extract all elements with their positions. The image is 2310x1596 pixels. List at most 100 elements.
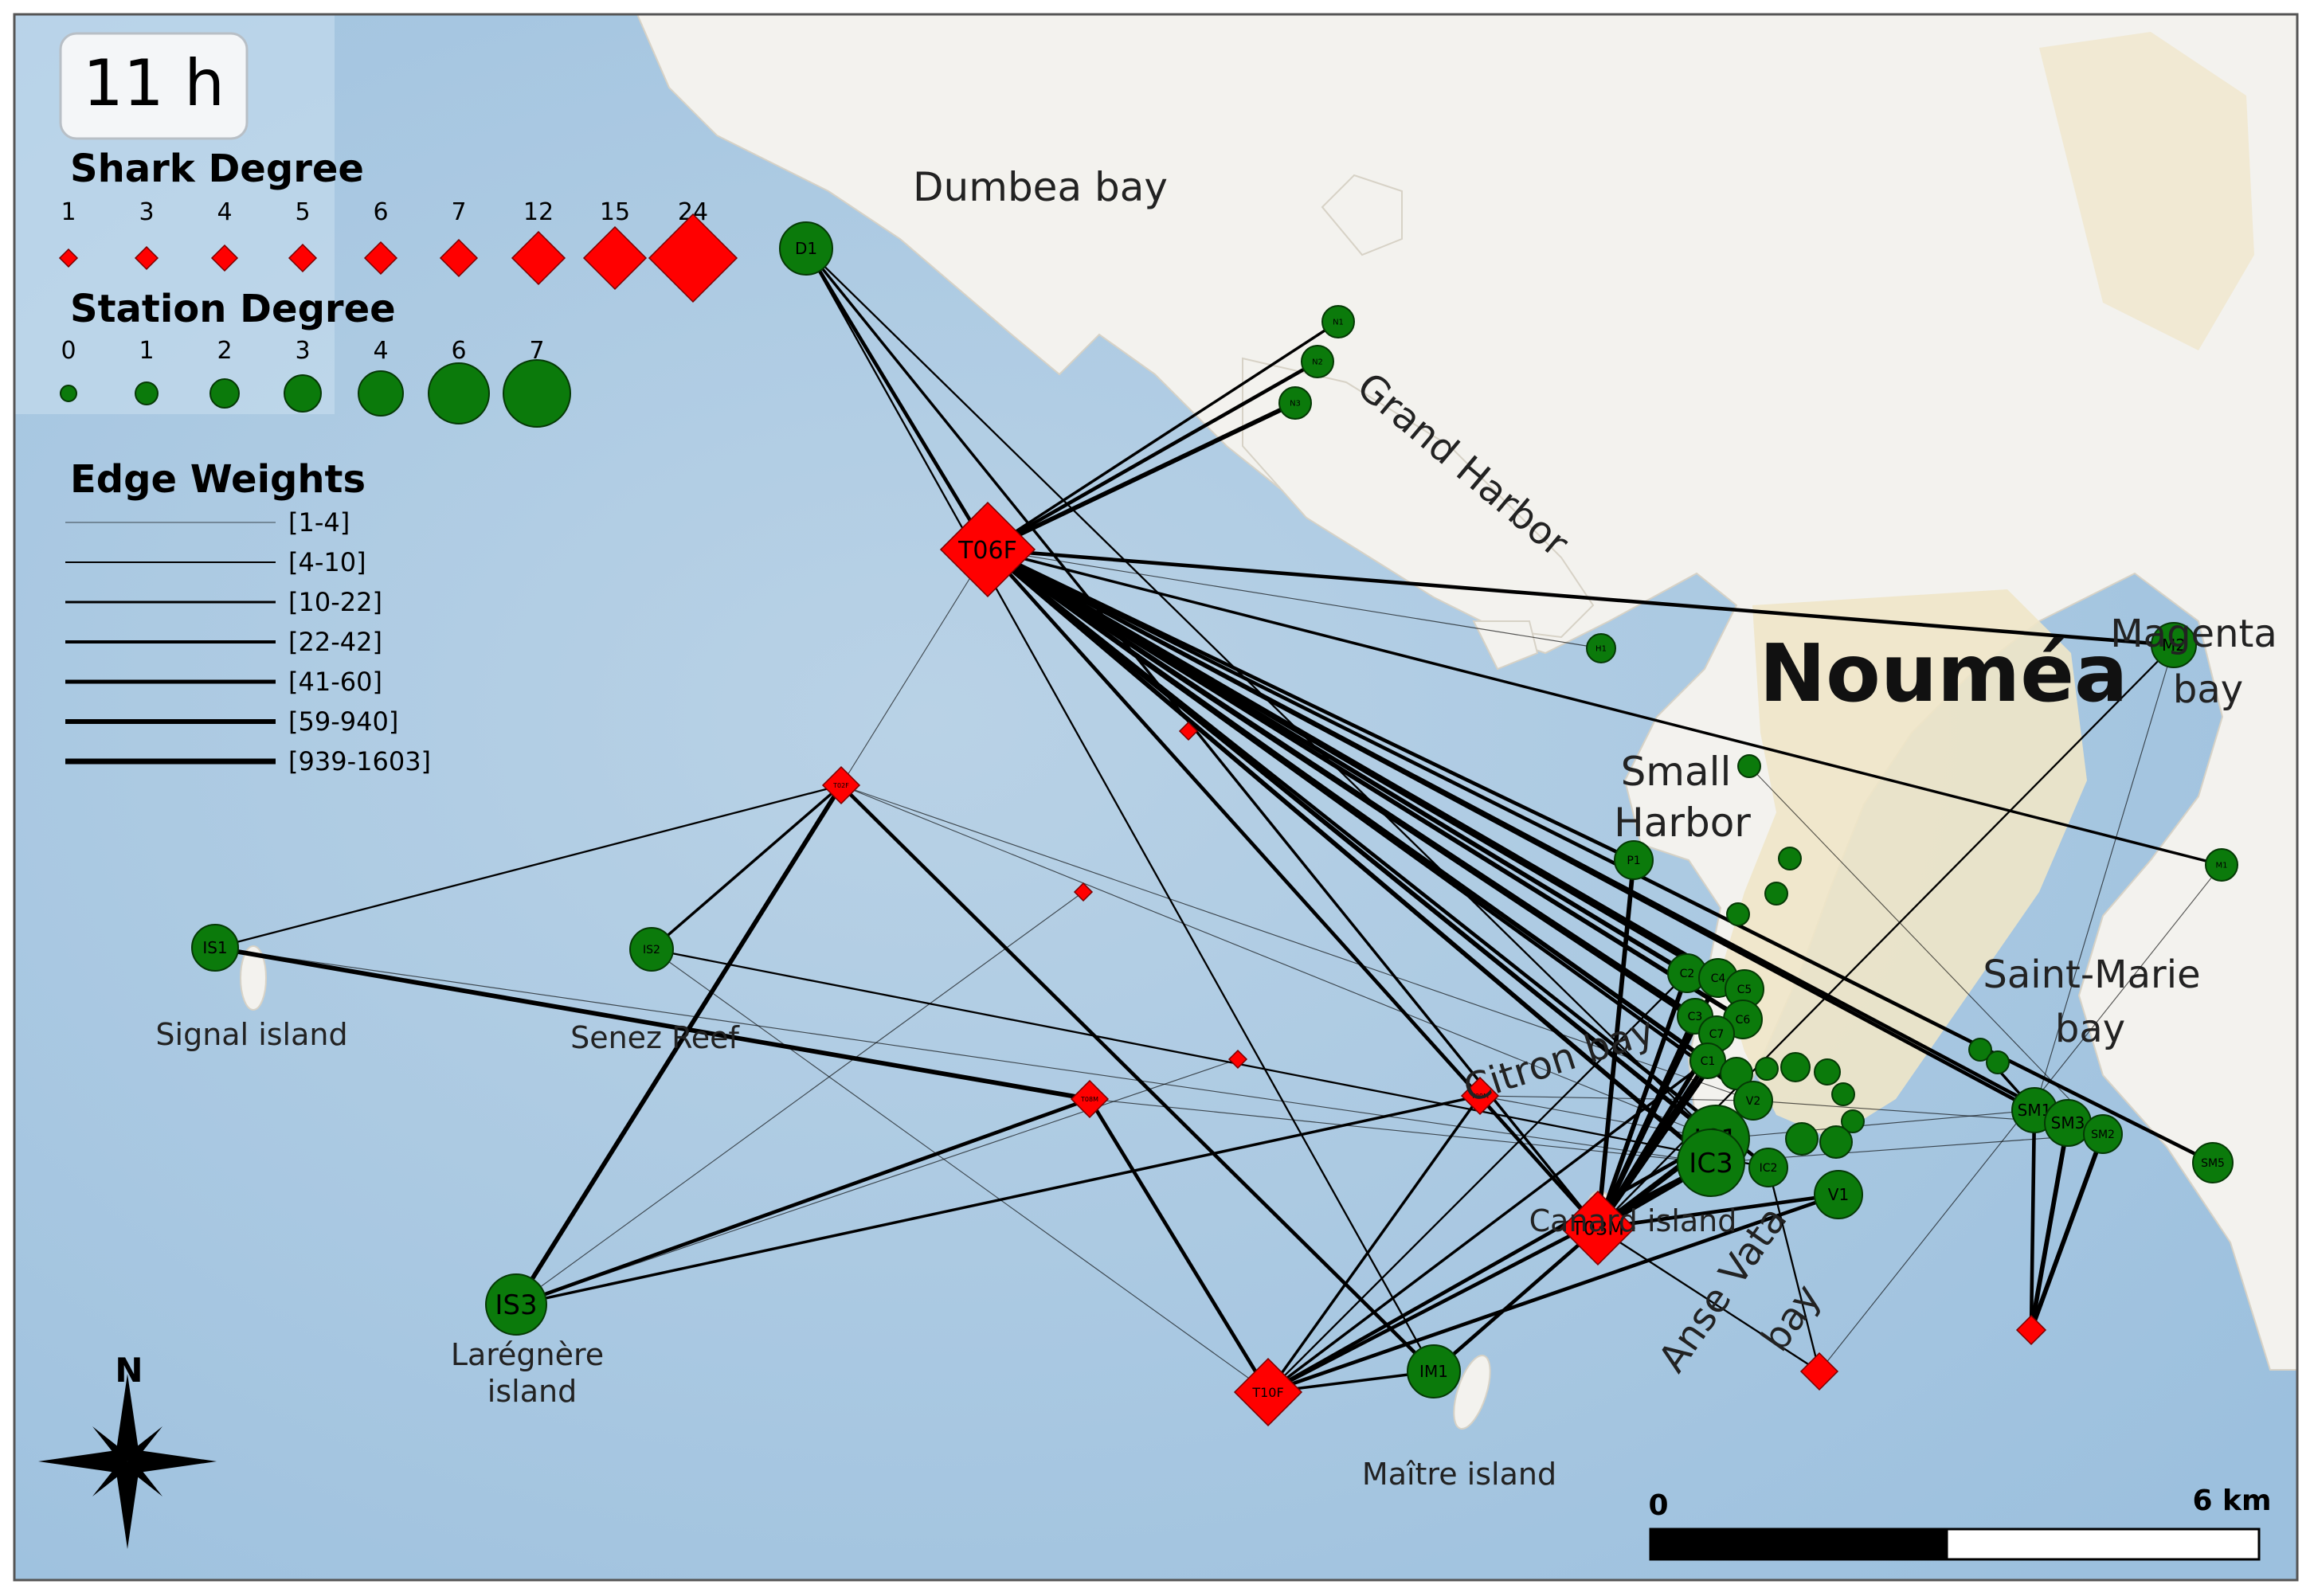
shark-node[interactable] (2015, 1314, 2047, 1346)
legend-shark-item: 6 (363, 198, 398, 276)
edge (1479, 1095, 1754, 1101)
shark-node[interactable]: T06F (939, 501, 1036, 598)
station-node[interactable] (1778, 847, 1802, 870)
legend-shark-item: 4 (210, 198, 239, 272)
station-label: IS1 (202, 938, 227, 957)
svg-text:6: 6 (373, 198, 388, 226)
station-node[interactable]: IS3 (485, 1273, 547, 1336)
station-node[interactable] (1814, 1058, 1841, 1086)
place-label: Small (1621, 749, 1732, 795)
shark-node[interactable]: T08M (1070, 1079, 1110, 1119)
station-node[interactable]: SM5 (2192, 1142, 2234, 1183)
edge (515, 1094, 1481, 1306)
place-label: Magenta (2110, 612, 2277, 656)
station-node[interactable]: M1 (2205, 848, 2238, 882)
station-label: IC2 (1760, 1162, 1778, 1175)
station-node[interactable]: IC2 (1748, 1148, 1788, 1187)
station-node[interactable]: H1 (1586, 633, 1616, 663)
station-label: N1 (1333, 319, 1344, 327)
station-node[interactable]: C2 (1667, 953, 1707, 993)
station-node[interactable]: IC3 (1677, 1129, 1745, 1197)
place-label: Maître island (1362, 1457, 1556, 1492)
edge (1748, 765, 2104, 1135)
station-node[interactable]: N3 (1278, 386, 1312, 420)
station-label: C1 (1701, 1055, 1716, 1068)
station-node[interactable] (1726, 902, 1750, 926)
edge (987, 547, 2175, 647)
station-node[interactable]: D1 (779, 221, 833, 276)
station-node[interactable]: P1 (1614, 840, 1654, 880)
edge (214, 945, 1090, 1101)
station-label: C5 (1737, 984, 1752, 996)
svg-text:4: 4 (373, 337, 388, 365)
shark-label: T02F (832, 782, 849, 789)
legend-edge-item: [59-940] (65, 706, 398, 737)
legend-station-item: 0 (60, 337, 77, 402)
shark-node[interactable] (1073, 882, 1094, 902)
svg-text:[4-10]: [4-10] (288, 547, 366, 577)
station-node[interactable] (1831, 1082, 1855, 1106)
station-node[interactable]: IS2 (629, 927, 674, 972)
station-label: IC3 (1689, 1148, 1732, 1179)
shark-node[interactable] (1178, 721, 1199, 741)
station-node[interactable] (1819, 1125, 1853, 1159)
station-node[interactable]: SM2 (2083, 1114, 2123, 1154)
shark-node[interactable]: T09M (1460, 1076, 1500, 1116)
signal-island (240, 945, 267, 1011)
legend-edge-item: [4-10] (65, 547, 366, 577)
edge (650, 784, 843, 951)
place-label: Senez Reef (570, 1020, 740, 1055)
station-node[interactable]: IS1 (191, 924, 239, 972)
shark-node[interactable]: T10F (1233, 1357, 1303, 1427)
edge (214, 784, 842, 949)
station-node[interactable] (1841, 1109, 1865, 1133)
station-label: IM1 (1419, 1362, 1448, 1381)
station-node[interactable]: N2 (1301, 345, 1334, 378)
station-label: IS3 (495, 1289, 537, 1321)
station-node[interactable]: C5 (1725, 969, 1764, 1009)
station-label: N3 (1290, 400, 1301, 409)
shark-node[interactable]: T02F (821, 765, 861, 805)
edge (1479, 1095, 1717, 1140)
station-node[interactable]: V2 (1733, 1081, 1773, 1121)
edge (651, 949, 1269, 1393)
shark-node[interactable] (1799, 1352, 1839, 1391)
edge (986, 360, 1319, 551)
edge (1595, 859, 1636, 1229)
legend-station-item: 7 (503, 337, 571, 428)
station-node[interactable]: V1 (1814, 1170, 1863, 1219)
place-label: Signal island (155, 1017, 347, 1052)
shark-label: T08M (1080, 1096, 1098, 1103)
place-label: bay (2173, 667, 2243, 712)
station-node[interactable] (1764, 882, 1788, 906)
station-node[interactable] (1737, 754, 1761, 778)
legend-station-item: 6 (428, 337, 490, 424)
station-node[interactable]: M2 (2151, 622, 2197, 668)
sharks-layer: T06F T03M T10F T02F T08M T09M (821, 501, 2047, 1427)
station-label: C4 (1711, 972, 1726, 985)
legend-shark-item: 1 (58, 198, 79, 268)
place-label: Dumbea bay (913, 164, 1168, 210)
edge (986, 548, 1755, 1102)
station-node[interactable] (1986, 1050, 2010, 1074)
legend-station-title: Station Degree (70, 287, 396, 331)
station-node[interactable]: N1 (1321, 305, 1355, 338)
shark-node[interactable] (1227, 1049, 1248, 1070)
station-node[interactable] (1720, 1057, 1753, 1090)
station-node[interactable] (1755, 1057, 1779, 1081)
edge (1432, 1226, 1599, 1373)
land (636, 14, 2298, 1371)
edge (2029, 1109, 2037, 1331)
station-node[interactable]: C1 (1689, 1042, 1726, 1079)
shark-node[interactable]: T03M (1560, 1190, 1636, 1266)
legend-edge-item: [41-60] (65, 667, 382, 697)
station-node[interactable] (1968, 1038, 1992, 1062)
station-node[interactable]: IM1 (1407, 1344, 1461, 1398)
edge (1595, 1015, 1697, 1230)
station-node[interactable] (1780, 1052, 1811, 1082)
station-node[interactable] (1785, 1122, 1819, 1156)
svg-text:5: 5 (295, 198, 310, 226)
svg-text:N: N (115, 1351, 143, 1390)
scale-bar: 0 6 km (1648, 1485, 2272, 1561)
svg-text:[1-4]: [1-4] (288, 507, 350, 538)
